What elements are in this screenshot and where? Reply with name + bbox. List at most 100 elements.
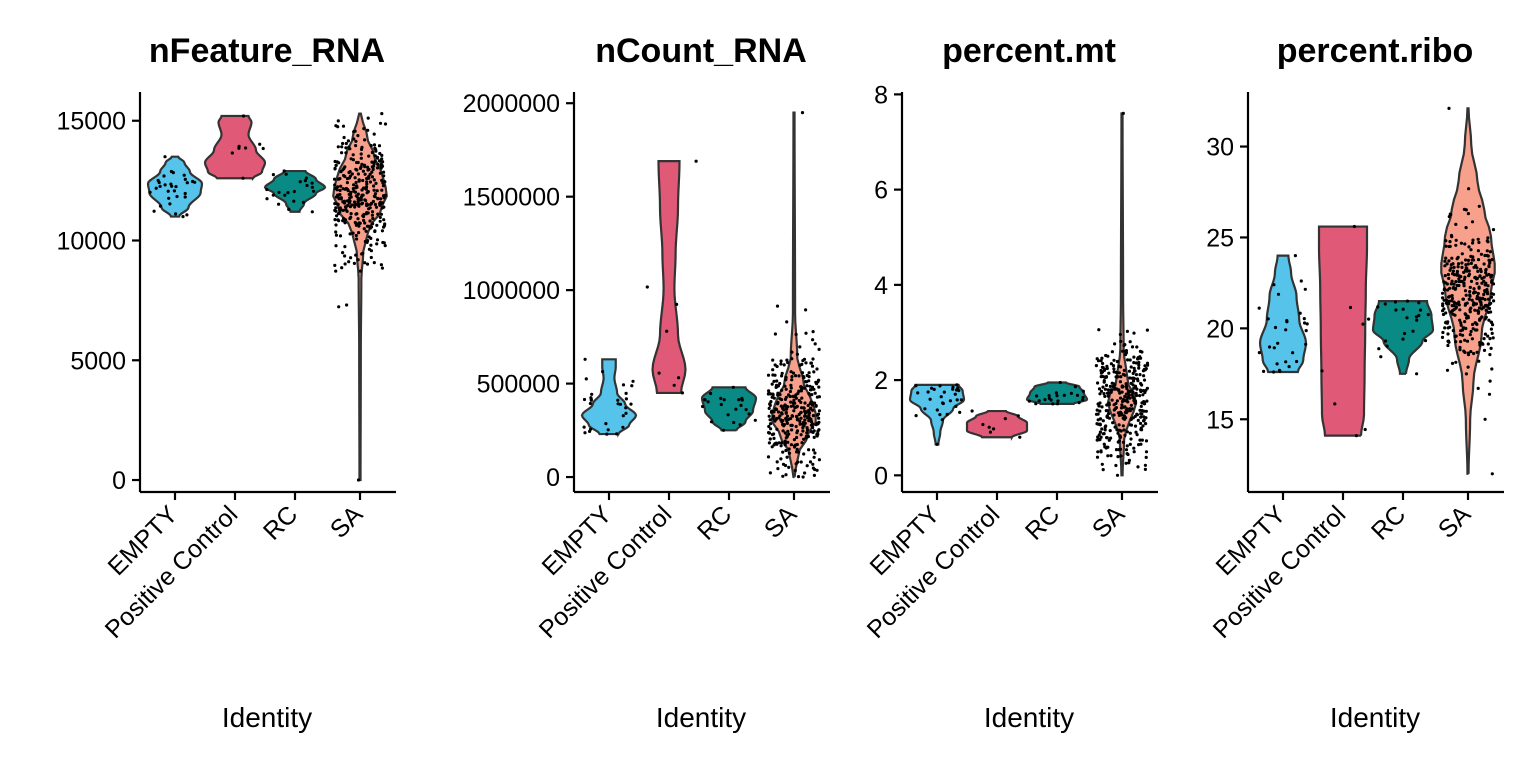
data-point: [1452, 265, 1456, 269]
data-point: [1101, 385, 1105, 389]
data-point: [1483, 297, 1487, 302]
data-point: [1456, 262, 1461, 266]
data-point: [1460, 252, 1464, 256]
data-point: [1492, 299, 1496, 303]
data-point: [930, 386, 934, 390]
data-point: [1129, 423, 1134, 427]
data-point: [1417, 313, 1421, 318]
data-point: [365, 262, 370, 266]
data-point: [351, 158, 355, 162]
data-point: [1467, 269, 1471, 273]
data-point: [1454, 340, 1458, 344]
data-point: [719, 402, 723, 407]
data-point: [768, 422, 773, 426]
data-point: [373, 195, 377, 199]
data-point: [790, 350, 794, 354]
data-point: [1141, 424, 1145, 428]
data-point: [1405, 316, 1409, 320]
data-point: [812, 370, 816, 374]
data-point: [1305, 322, 1309, 326]
data-point: [928, 397, 932, 401]
panel-title: percent.ribo: [1277, 32, 1473, 70]
data-point: [1144, 409, 1148, 413]
data-point: [1411, 329, 1415, 333]
data-point: [740, 396, 744, 400]
data-point: [784, 387, 788, 391]
data-point: [191, 179, 195, 184]
data-point: [709, 420, 714, 424]
data-point: [631, 379, 635, 383]
data-point: [1441, 296, 1445, 300]
data-point: [1105, 403, 1109, 407]
data-point: [940, 418, 944, 422]
data-point: [988, 430, 993, 434]
data-point: [772, 396, 776, 400]
x-tick-label: SA: [1433, 500, 1477, 544]
data-point: [1445, 321, 1449, 325]
data-point: [341, 124, 346, 128]
data-point: [348, 232, 352, 236]
data-point: [1458, 348, 1462, 352]
data-point: [1444, 301, 1448, 305]
data-point: [781, 474, 785, 478]
data-point: [1047, 394, 1051, 398]
data-point: [1132, 446, 1136, 450]
data-point: [1115, 473, 1120, 477]
data-point: [1140, 438, 1144, 442]
data-point: [310, 210, 314, 214]
data-point: [1476, 386, 1480, 390]
data-point: [333, 218, 337, 222]
data-point: [766, 373, 771, 377]
data-point: [1120, 412, 1124, 416]
data-point: [809, 430, 814, 434]
data-point: [1463, 289, 1468, 293]
data-point: [1469, 350, 1473, 354]
data-point: [1490, 279, 1494, 283]
data-point: [1472, 301, 1476, 305]
data-point: [333, 202, 337, 206]
data-point: [807, 416, 812, 420]
data-point: [1284, 360, 1288, 364]
data-point: [804, 380, 808, 384]
data-point: [1461, 297, 1465, 301]
data-point: [337, 207, 341, 211]
data-point: [1442, 298, 1446, 302]
data-point: [1454, 243, 1458, 247]
data-point: [333, 183, 337, 187]
data-point: [363, 261, 367, 265]
data-point: [1488, 250, 1492, 254]
data-point: [945, 412, 949, 416]
data-point: [1140, 409, 1144, 413]
data-point: [1487, 306, 1492, 310]
data-point: [365, 240, 369, 244]
data-point: [809, 400, 813, 404]
data-point: [1034, 402, 1038, 406]
data-point: [731, 385, 735, 389]
data-point: [1476, 269, 1480, 273]
y-tick-label: 8: [874, 81, 888, 109]
data-point: [1131, 416, 1135, 420]
data-point: [955, 398, 959, 402]
data-point: [1471, 238, 1475, 242]
data-point: [1124, 384, 1128, 388]
data-point: [370, 160, 374, 164]
data-point: [1069, 391, 1073, 395]
data-point: [941, 401, 945, 406]
data-point: [1477, 286, 1481, 290]
data-point: [1122, 428, 1126, 432]
data-point: [1145, 386, 1149, 390]
data-point: [1299, 279, 1303, 283]
data-point: [1459, 241, 1463, 245]
data-point: [778, 397, 782, 401]
data-point: [1478, 341, 1482, 345]
data-point: [362, 163, 367, 167]
data-point: [379, 166, 383, 170]
data-point: [783, 463, 788, 468]
data-point: [354, 194, 358, 198]
data-point: [1443, 274, 1447, 278]
data-point: [790, 428, 794, 432]
data-point: [378, 171, 382, 175]
data-point: [375, 155, 380, 159]
data-point: [1134, 361, 1138, 365]
data-point: [363, 138, 367, 142]
